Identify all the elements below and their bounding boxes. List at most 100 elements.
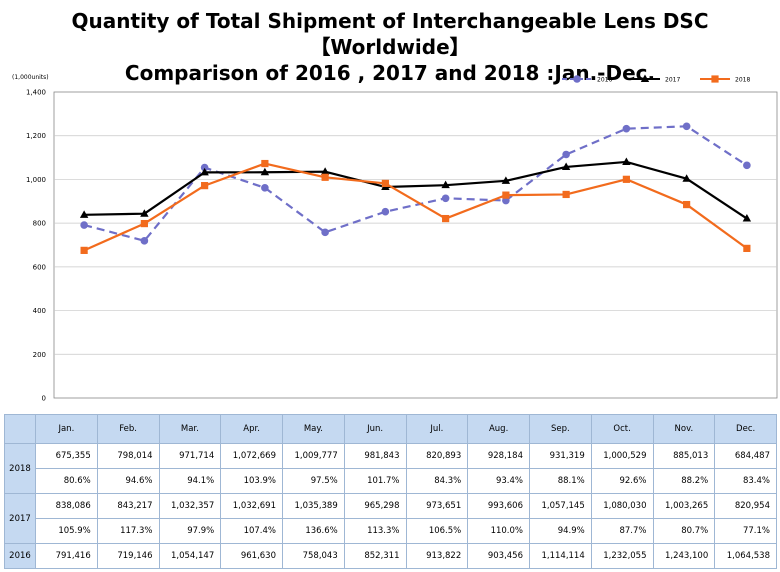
table-percent-cell: 113.3% [343, 518, 407, 544]
data-point-2017 [622, 157, 631, 165]
table-percent-cell: 107.4% [220, 518, 283, 544]
table-units-cell: 843,217 [96, 493, 160, 519]
table-units-cell: 758,043 [282, 543, 345, 569]
data-point-2018 [683, 200, 691, 209]
data-point-2018 [321, 173, 329, 181]
data-point-2016 [381, 207, 390, 216]
data-point-2017 [79, 210, 89, 218]
table-percent-cell: 92.6% [590, 468, 654, 494]
data-point-2016 [261, 184, 269, 192]
table-units-cell: 675,355 [35, 443, 98, 469]
table-header-cell: Jan. [35, 414, 98, 444]
table-units-cell: 1,000,529 [590, 443, 654, 469]
table-percent-cell: 101.7% [343, 468, 407, 494]
table-units-cell: 885,013 [652, 443, 716, 469]
y-tick-label: 0 [42, 395, 46, 403]
table-row-units: 2017 838,086 843,217 1,032,357 1,032,691 1,03… [4, 493, 777, 544]
table-row-units: 2018 675,355 798,014 971,714 1,072,669 1,009,… [4, 443, 777, 494]
table-units-cell: 965,298 [343, 493, 407, 519]
table-units-cell: 820,893 [405, 443, 469, 469]
table-header-cell: Oct. [590, 414, 654, 444]
table-header-cell: Feb. [96, 414, 160, 444]
data-point-2018 [261, 159, 269, 168]
data-point-2018 [201, 182, 209, 190]
data-point-2018 [80, 246, 88, 254]
data-point-2016 [140, 237, 149, 245]
table-units-cell: 838,086 [35, 493, 98, 519]
table-units-cell: 684,487 [714, 443, 777, 469]
table-header-row: Jan. Feb. Mar. Apr. May. Jun. Jul. Aug. Sep. Oct.… [4, 414, 777, 444]
data-point-2016 [321, 228, 329, 237]
table-row-percent: 105.9% 117.3% 97.9% 107.4% 136.6% 113.3% 106.5… [5, 518, 777, 544]
data-point-2016 [743, 161, 751, 170]
table-units-cell: 852,311 [343, 543, 407, 569]
data-point-2016 [682, 122, 691, 131]
table-percent-cell: 77.1% [714, 518, 777, 544]
table-units-cell: 1,032,691 [220, 493, 283, 519]
table-percent-cell: 117.3% [96, 518, 160, 544]
table-percent-cell: 80.7% [652, 518, 716, 544]
table-units-cell: 1,035,389 [282, 493, 345, 519]
table-year-cell: 2018 [4, 443, 36, 494]
table-units-cell: 820,954 [714, 493, 777, 519]
y-tick-label: 200 [33, 351, 46, 359]
table-header-cell: Nov. [652, 414, 716, 444]
table-header-cell: Apr. [220, 414, 283, 444]
table-percent-cell: 106.5% [405, 518, 469, 544]
table-percent-cell: 93.4% [467, 468, 530, 494]
chart-title-line-2: Comparison of 2016 , 2017 and 2018 :Jan.… [124, 61, 656, 85]
table-row-units: 2016 791,416 719,146 1,054,147 961,630 758,04… [4, 543, 777, 569]
table-units-cell: 1,054,147 [158, 543, 222, 569]
table-percent-cell: 84.3% [405, 468, 469, 494]
data-point-2017 [200, 167, 209, 176]
table-percent-cell: 94.6% [96, 468, 160, 494]
data-point-2017 [260, 167, 270, 176]
table-percent-cell: 88.1% [529, 468, 592, 494]
table-header-cell: Mar. [158, 414, 222, 444]
table-corner-cell [4, 414, 36, 444]
table-row-percent: 80.6% 94.6% 94.1% 103.9% 97.5% 101.7% 84.3% 93.… [5, 468, 777, 494]
data-point-2016 [622, 124, 631, 133]
table-percent-cell: 97.5% [282, 468, 345, 494]
table-percent-cell: 103.9% [220, 468, 283, 494]
data-point-2018 [442, 214, 450, 223]
table-header-cell: Jun. [343, 414, 407, 444]
table-units-cell: 1,232,055 [590, 543, 654, 569]
table-units-cell: 928,184 [467, 443, 530, 469]
table-units-cell: 931,319 [529, 443, 592, 469]
table-units-cell: 1,080,030 [590, 493, 654, 519]
legend-label-2016: 2016 [597, 77, 612, 84]
legend-label-2018: 2018 [735, 77, 750, 84]
table-units-cell: 1,243,100 [652, 543, 716, 569]
table-percent-cell: 94.9% [529, 518, 592, 544]
y-tick-label: 1,000 [26, 176, 46, 184]
series-line-2017 [84, 160, 748, 220]
table-units-cell: 903,456 [467, 543, 530, 569]
data-point-2018 [711, 75, 719, 83]
table-units-cell: 973,651 [405, 493, 469, 519]
legend-label-2017: 2017 [665, 77, 680, 84]
table-percent-cell: 87.7% [590, 518, 654, 544]
data-table: Jan. Feb. Mar. Apr. May. Jun. Jul. Aug. Sep. Oct.… [4, 414, 777, 569]
table-units-cell: 913,822 [405, 543, 469, 569]
table-percent-cell: 83.4% [714, 468, 777, 494]
table-percent-cell: 88.2% [652, 468, 716, 494]
data-point-2017 [501, 176, 511, 184]
data-point-2016 [573, 75, 581, 83]
table-percent-cell: 80.6% [35, 468, 98, 494]
data-point-2016 [441, 194, 450, 203]
data-point-2018 [381, 179, 389, 188]
y-tick-label: 1,200 [26, 132, 46, 140]
data-point-2016 [562, 150, 570, 159]
data-point-2017 [682, 174, 691, 182]
table-percent-cell: 97.9% [158, 518, 222, 544]
data-point-2018 [562, 190, 570, 199]
y-tick-label: 1,400 [26, 89, 46, 97]
data-point-2017 [320, 167, 330, 175]
data-point-2018 [743, 244, 751, 252]
line-chart: 0 200 400 600 800 1,000 1,200 1,400 (1,000units)… [12, 74, 778, 403]
table-units-cell: 791,416 [35, 543, 98, 569]
table-units-cell: 993,606 [467, 493, 530, 519]
table-percent-cell: 136.6% [282, 518, 345, 544]
table-header-cell: Sep. [529, 414, 592, 444]
